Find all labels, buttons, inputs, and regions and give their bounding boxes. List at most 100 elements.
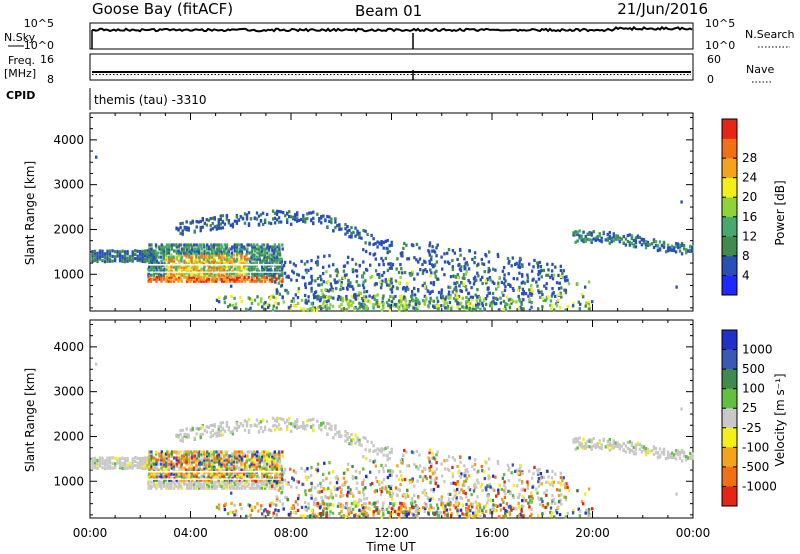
velocity-cell xyxy=(351,492,354,496)
power-cell xyxy=(203,253,207,257)
power-cell xyxy=(328,306,331,310)
velocity-cell xyxy=(549,514,553,518)
velocity-cell xyxy=(217,460,221,464)
power-cell xyxy=(292,271,295,275)
velocity-cell xyxy=(273,456,276,460)
power-colorbar-tick-label: 20 xyxy=(742,190,757,204)
velocity-cell xyxy=(447,497,451,501)
power-cell xyxy=(387,262,390,266)
velocity-cell xyxy=(185,478,188,482)
velocity-cell xyxy=(147,458,150,462)
power-cell xyxy=(233,275,237,279)
power-colorbar-swatch xyxy=(722,158,737,178)
power-cell xyxy=(263,251,267,255)
velocity-cell xyxy=(465,502,468,507)
velocity-cell xyxy=(259,507,263,511)
velocity-cell xyxy=(519,512,522,517)
velocity-cell xyxy=(148,466,151,470)
velocity-cell xyxy=(484,504,488,508)
power-cell xyxy=(622,241,625,245)
power-cell xyxy=(590,233,593,237)
velocity-cell xyxy=(236,484,239,488)
power-cell xyxy=(230,247,233,251)
power-cell xyxy=(528,308,532,312)
velocity-cell xyxy=(210,460,214,464)
velocity-cell xyxy=(395,474,398,478)
velocity-cell xyxy=(320,489,324,494)
velocity-cell xyxy=(223,468,226,472)
velocity-cell xyxy=(147,474,150,478)
velocity-cell xyxy=(465,495,468,499)
velocity-cell xyxy=(148,462,151,466)
power-cell xyxy=(395,286,399,290)
velocity-cell xyxy=(372,501,375,505)
velocity-cell xyxy=(558,488,561,492)
power-cell xyxy=(632,245,636,249)
power-cell xyxy=(141,252,144,256)
velocity-cell xyxy=(390,484,393,488)
power-cell xyxy=(404,299,407,303)
velocity-cell xyxy=(213,482,216,486)
velocity-cell xyxy=(245,421,249,426)
power-cell xyxy=(549,307,553,311)
power-cell xyxy=(241,251,244,255)
power-cell xyxy=(215,227,218,231)
velocity-cell xyxy=(200,476,203,480)
velocity-cell xyxy=(247,450,251,454)
power-cell xyxy=(614,237,617,241)
power-cell xyxy=(294,218,297,222)
power-colorbar-swatch xyxy=(722,275,737,296)
velocity-cell xyxy=(237,425,241,429)
velocity-cell xyxy=(116,461,119,465)
power-cell xyxy=(168,243,171,247)
velocity-cell xyxy=(153,468,156,472)
power-cell xyxy=(200,255,203,259)
velocity-cell xyxy=(328,426,331,430)
velocity-cell xyxy=(309,474,313,478)
power-cell xyxy=(223,279,226,283)
power-cell xyxy=(545,273,548,277)
velocity-cell xyxy=(223,458,226,462)
power-cell xyxy=(271,209,275,213)
power-cell xyxy=(399,251,403,256)
velocity-cell xyxy=(126,459,129,463)
power-cell xyxy=(320,282,324,287)
power-cell xyxy=(203,273,206,277)
power-cell xyxy=(261,222,265,227)
power-cell xyxy=(155,267,158,271)
velocity-cell xyxy=(191,478,194,482)
power-cell xyxy=(280,257,283,261)
velocity-cell xyxy=(220,480,224,484)
nsky-tick-bottom: 10^0 xyxy=(24,39,54,52)
velocity-cell xyxy=(195,484,199,488)
power-cell xyxy=(499,301,503,305)
velocity-cell xyxy=(536,468,539,472)
velocity-cell xyxy=(390,450,393,454)
velocity-cell xyxy=(210,464,213,468)
velocity-cell xyxy=(387,485,391,489)
power-cell xyxy=(538,260,541,264)
velocity-cell xyxy=(219,424,222,429)
velocity-cell xyxy=(349,508,352,512)
velocity-cell xyxy=(195,458,198,462)
velocity-cell xyxy=(354,433,357,437)
power-cell xyxy=(511,256,514,260)
power-cell xyxy=(198,271,201,275)
velocity-cell xyxy=(306,419,309,423)
velocity-cell xyxy=(258,466,262,470)
velocity-cell xyxy=(187,458,191,462)
power-cell xyxy=(352,287,355,291)
power-cell xyxy=(197,247,200,251)
power-cell xyxy=(447,248,451,252)
velocity-cell xyxy=(356,436,359,440)
velocity-cell xyxy=(106,466,109,470)
power-cell xyxy=(163,255,166,259)
power-cell xyxy=(380,308,384,312)
power-cell xyxy=(93,257,97,261)
velocity-cell xyxy=(195,462,198,466)
power-cell xyxy=(379,286,383,290)
power-cell xyxy=(424,299,427,303)
velocity-cell xyxy=(538,498,541,502)
power-cell xyxy=(579,302,582,306)
power-cell xyxy=(488,276,492,280)
